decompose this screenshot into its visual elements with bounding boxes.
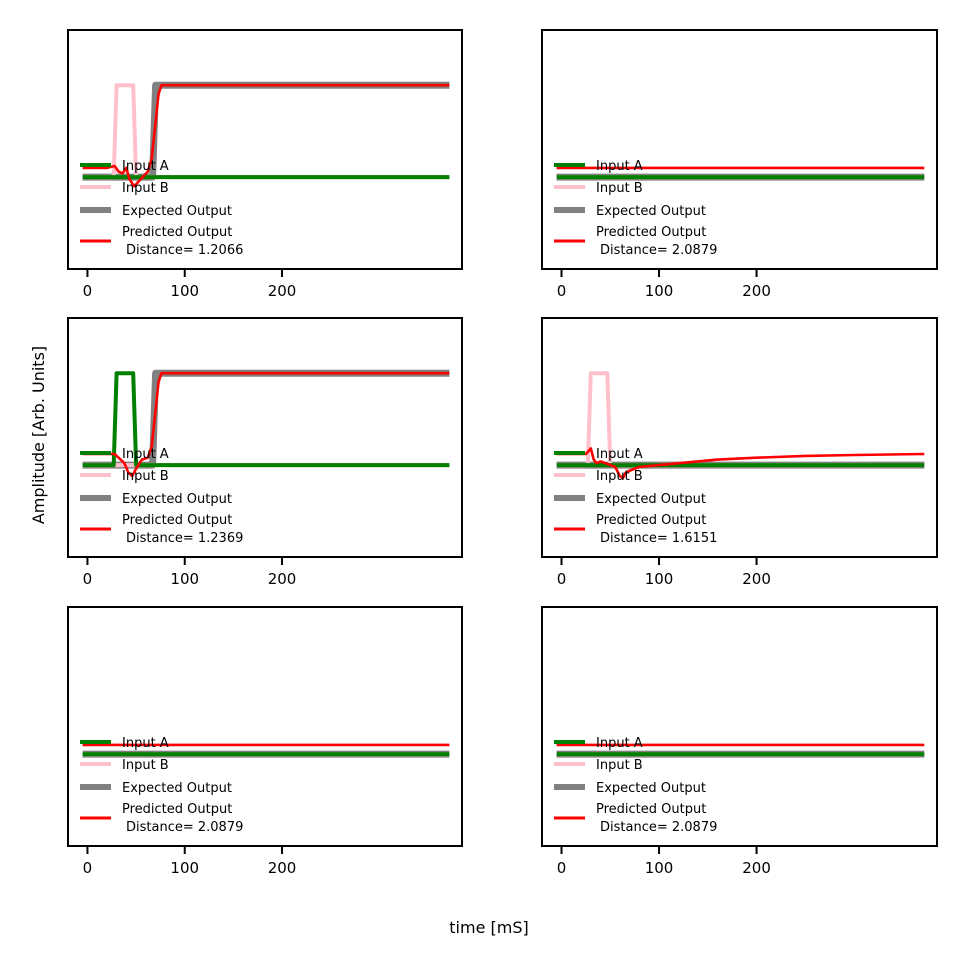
legend-label-input-b: Input B xyxy=(596,758,643,773)
x-tick-label: 200 xyxy=(742,570,771,588)
plot-area xyxy=(556,166,925,181)
x-tick-label: 100 xyxy=(645,282,674,300)
legend-label-predicted: Predicted Output xyxy=(596,513,706,528)
series-line-input-a xyxy=(82,371,450,468)
plot-area xyxy=(82,743,450,758)
subplot-top-right: 0 100 200 Input A Input B Expected Output Pred… xyxy=(541,29,938,300)
legend-label-input-b: Input B xyxy=(122,181,169,196)
y-axis-label: Amplitude [Arb. Units] xyxy=(29,346,48,524)
subplot-grid: 0 100 200 Input A Input B Expected Output Pred… xyxy=(67,29,938,877)
series-line-predicted xyxy=(556,447,925,480)
legend-label-input-b: Input B xyxy=(122,758,169,773)
legend-label-input-b: Input B xyxy=(596,469,643,484)
x-axis-label: time [mS] xyxy=(449,918,528,937)
subplot-middle-left: 0 100 200 Input A Input B Expected Output Pred… xyxy=(67,317,463,588)
axes-frame xyxy=(67,606,463,847)
plot-area xyxy=(82,369,450,478)
axes-frame xyxy=(541,317,938,558)
legend-distance-text: Distance= 1.2369 xyxy=(126,531,243,546)
x-tick-label: 0 xyxy=(557,570,567,588)
axes-frame xyxy=(67,29,463,270)
subplot-top-left: 0 100 200 Input A Input B Expected Output Pred… xyxy=(67,29,463,300)
legend: Input A Input B Expected Output Predicted O… xyxy=(80,159,243,258)
plot-area xyxy=(556,371,925,480)
axes-frame xyxy=(67,317,463,558)
legend: Input A Input B Expected Output Predicted O… xyxy=(80,736,243,835)
subplot-bottom-right: 0 100 200 Input A Input B Expected Output Pred… xyxy=(541,606,938,877)
subplot-bottom-left: 0 100 200 Input A Input B Expected Output Pred… xyxy=(67,606,463,877)
plot-area xyxy=(556,743,925,758)
x-tick-label: 100 xyxy=(170,859,199,877)
legend-label-input-a: Input A xyxy=(122,736,169,751)
legend-label-expected: Expected Output xyxy=(596,492,706,507)
x-tick-label: 200 xyxy=(268,282,297,300)
legend-label-expected: Expected Output xyxy=(596,204,706,219)
axes-frame xyxy=(541,606,938,847)
x-tick-label: 100 xyxy=(170,282,199,300)
x-tick-label: 200 xyxy=(268,859,297,877)
legend-distance-text: Distance= 2.0879 xyxy=(600,243,717,258)
legend-label-predicted: Predicted Output xyxy=(596,225,706,240)
axes-frame xyxy=(541,29,938,270)
x-tick-label: 0 xyxy=(83,282,93,300)
legend-label-predicted: Predicted Output xyxy=(122,513,232,528)
x-tick-label: 100 xyxy=(645,859,674,877)
subplot-middle-right: 0 100 200 Input A Input B Expected Output Pred… xyxy=(541,317,938,588)
legend-distance-text: Distance= 1.6151 xyxy=(600,531,717,546)
legend: Input A Input B Expected Output Predicted O… xyxy=(554,736,717,835)
x-tick-label: 200 xyxy=(268,570,297,588)
legend-label-expected: Expected Output xyxy=(122,492,232,507)
legend-distance-text: Distance= 2.0879 xyxy=(600,820,717,835)
series-line-predicted xyxy=(82,83,450,188)
legend-distance-text: Distance= 1.2066 xyxy=(126,243,243,258)
legend-label-expected: Expected Output xyxy=(122,204,232,219)
legend-label-input-a: Input A xyxy=(596,447,643,462)
legend-label-input-b: Input B xyxy=(122,469,169,484)
legend-label-input-a: Input A xyxy=(596,736,643,751)
legend-label-predicted: Predicted Output xyxy=(122,802,232,817)
x-tick-label: 0 xyxy=(557,282,567,300)
legend-label-input-a: Input A xyxy=(122,447,169,462)
plot-area xyxy=(82,81,450,188)
x-tick-label: 100 xyxy=(170,570,199,588)
x-tick-label: 100 xyxy=(645,570,674,588)
x-tick-label: 0 xyxy=(83,859,93,877)
legend: Input A Input B Expected Output Predicted O… xyxy=(554,447,717,546)
x-tick-label: 0 xyxy=(83,570,93,588)
series-line-predicted xyxy=(82,371,450,478)
legend-distance-text: Distance= 2.0879 xyxy=(126,820,243,835)
legend-label-input-b: Input B xyxy=(596,181,643,196)
x-tick-label: 200 xyxy=(742,282,771,300)
legend-label-predicted: Predicted Output xyxy=(122,225,232,240)
x-tick-label: 200 xyxy=(742,859,771,877)
legend-label-expected: Expected Output xyxy=(122,781,232,796)
legend: Input A Input B Expected Output Predicted O… xyxy=(80,447,243,546)
x-tick-label: 0 xyxy=(557,859,567,877)
legend-label-predicted: Predicted Output xyxy=(596,802,706,817)
legend-label-expected: Expected Output xyxy=(596,781,706,796)
legend-label-input-a: Input A xyxy=(596,159,643,174)
legend: Input A Input B Expected Output Predicted O… xyxy=(554,159,717,258)
legend-label-input-a: Input A xyxy=(122,159,169,174)
